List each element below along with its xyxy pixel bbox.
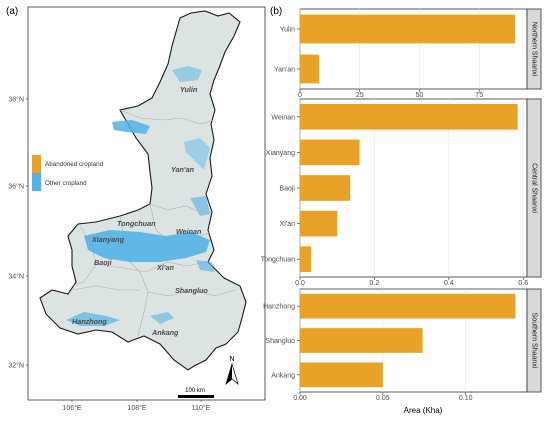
shaanxi-outline [39, 10, 247, 371]
panel-b-letter: (b) [270, 6, 282, 17]
city-labels: Yulin Yan'an Tongchuan Weinan Xianyang B… [72, 85, 208, 337]
bar [300, 293, 516, 319]
bar [300, 328, 423, 353]
other-cropland-pattern [66, 66, 214, 326]
map-x-tick: 110°E [192, 404, 211, 412]
category-label: Yulin [280, 27, 295, 34]
map-legend: Abandoned cropland Other cropland [32, 155, 104, 191]
x-tick-label: 25 [356, 92, 364, 99]
map-y-tick: 32°N [8, 362, 24, 370]
x-tick-label: 50 [416, 92, 424, 99]
bar [300, 246, 312, 273]
facet-3: 0.00 0.05 0.10 Hanzhong Shangluo Ankang Southe… [263, 288, 542, 402]
category-label: Ankang [271, 372, 295, 379]
x-tick-label: 0.00 [293, 395, 307, 402]
bar-chart-panels: 0 25 50 75 Yulin Yan'an Northern Shaanxi 0.0 0.2… [261, 8, 542, 402]
city-label-hanzhong: Hanzhong [72, 317, 107, 326]
facet-strip [526, 98, 542, 278]
legend-other-label: Other cropland [45, 180, 87, 187]
category-label: Yan'an [274, 67, 295, 74]
city-label-ankang: Ankang [151, 328, 179, 337]
category-label: Xi'an [280, 221, 295, 228]
legend-abandoned-swatch [32, 155, 41, 173]
legend-abandoned-label: Abandoned cropland [45, 161, 104, 168]
city-label-weinan: Weinan [176, 227, 202, 236]
bar [300, 103, 518, 130]
map-y-tick: 38°N [8, 96, 24, 104]
map-y-ticks: 38°N 36°N 34°N 32°N [8, 96, 28, 370]
city-label-xian: Xi'an [156, 263, 174, 272]
x-tick-label: 0.0 [295, 280, 305, 287]
category-label: Baoji [279, 186, 295, 193]
city-label-shangluo: Shangluo [175, 286, 208, 295]
facet-strip [526, 288, 542, 393]
x-tick-label: 0.6 [518, 280, 528, 287]
map-y-tick: 36°N [8, 183, 24, 191]
x-tick-label: 0.2 [370, 280, 380, 287]
bar [300, 14, 516, 44]
x-tick-label: 0 [298, 92, 302, 99]
x-tick-label: 0.05 [376, 395, 390, 402]
bar [300, 175, 351, 201]
city-label-tongchuan: Tongchuan [117, 219, 156, 228]
map-x-ticks: 106°E 108°E 110°E [62, 400, 211, 412]
bar [300, 210, 338, 237]
map-x-tick: 108°E [127, 404, 146, 412]
scale-bar: 100 km [178, 388, 214, 398]
svg-text:N: N [229, 356, 234, 363]
category-label: Xianyang [266, 150, 295, 157]
city-label-xianyang: Xianyang [91, 235, 125, 244]
x-tick-label: 75 [475, 92, 483, 99]
category-label: Weinan [271, 114, 295, 121]
x-tick-label: 0.4 [444, 280, 454, 287]
facet-strip [526, 8, 542, 90]
bar [300, 362, 383, 388]
map-x-tick: 106°E [62, 404, 81, 412]
panel-a-letter: (a) [6, 6, 18, 17]
north-arrow-icon: N [225, 356, 239, 386]
category-label: Hanzhong [263, 304, 295, 311]
x-tick-label: 0.10 [459, 395, 473, 402]
facet-strip-label: Northern Shaanxi [531, 22, 538, 77]
bar [300, 54, 320, 84]
city-label-yulin: Yulin [180, 85, 198, 94]
legend-other-swatch [32, 173, 41, 191]
facet-2: 0.0 0.2 0.4 0.6 Weinan Xianyang Baoji Xi'an Tong… [261, 98, 542, 287]
prefecture-boundaries [71, 109, 237, 337]
svg-text:100 km: 100 km [185, 388, 205, 394]
x-axis-title: Area (Kha) [404, 406, 443, 415]
bar [300, 139, 360, 166]
category-label: Shangluo [265, 338, 295, 345]
facet-1: 0 25 50 75 Yulin Yan'an Northern Shaanxi [274, 8, 542, 99]
city-label-yanan: Yan'an [171, 165, 195, 174]
city-label-baoji: Baoji [94, 258, 113, 267]
category-label: Tongchuan [261, 257, 295, 264]
facet-strip-label: Central Shaanxi [531, 163, 538, 213]
map-y-tick: 34°N [8, 273, 24, 281]
facet-strip-label: Southern Shaanxi [531, 313, 538, 369]
